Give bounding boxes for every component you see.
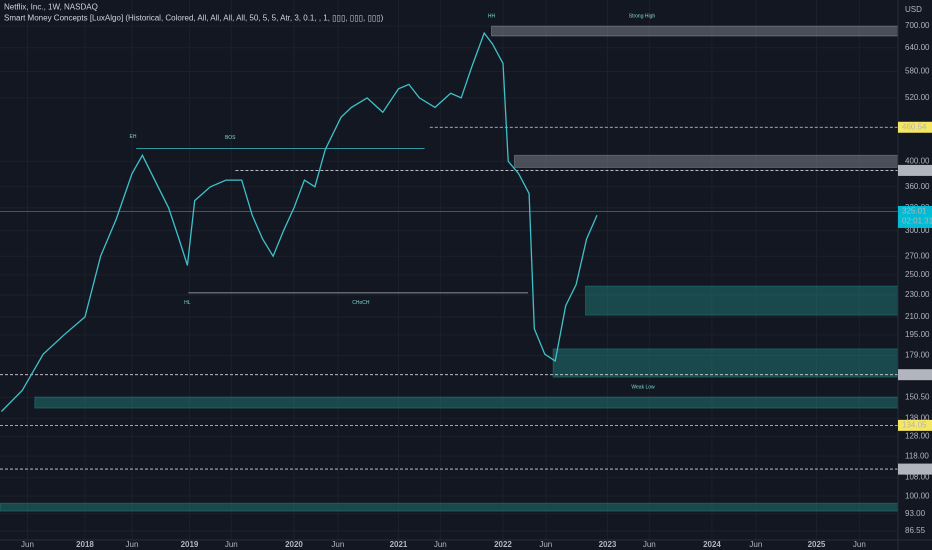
price-tag bbox=[898, 369, 932, 381]
annotation: BOS bbox=[225, 135, 236, 141]
x-tick-label: 2019 bbox=[181, 540, 199, 549]
x-tick-label: Jun bbox=[21, 540, 34, 549]
x-tick-label: 2018 bbox=[76, 540, 94, 549]
y-tick-label: 520.00 bbox=[905, 93, 930, 102]
x-tick-label: 2023 bbox=[599, 540, 617, 549]
y-tick-label: 108.00 bbox=[905, 473, 930, 482]
x-tick-label: Jun bbox=[126, 540, 139, 549]
x-tick-label: Jun bbox=[331, 540, 344, 549]
x-tick-label: 2022 bbox=[494, 540, 512, 549]
y-tick-label: 210.00 bbox=[905, 312, 930, 321]
y-tick-label: 195.00 bbox=[905, 330, 930, 339]
plot: EH BOS HL CHoCH HH Strong High Weak Low bbox=[0, 13, 899, 512]
annotation: CHoCH bbox=[352, 300, 370, 306]
y-tick-label: 400.00 bbox=[905, 156, 930, 165]
y-tick-label: 270.00 bbox=[905, 251, 930, 260]
y-tick-label: 150.50 bbox=[905, 393, 930, 402]
annotation: EH bbox=[130, 134, 137, 140]
indicator-label: Smart Money Concepts [LuxAlgo] (Historic… bbox=[4, 14, 384, 23]
price-tag-label: 134.05 bbox=[902, 420, 927, 429]
y-tick-label: 100.00 bbox=[905, 491, 930, 500]
y-tick-label: 86.55 bbox=[905, 526, 926, 535]
x-tick-label: 2025 bbox=[808, 540, 826, 549]
y-tick-label: 300.00 bbox=[905, 226, 930, 235]
x-tick-label: 2020 bbox=[285, 540, 303, 549]
zone bbox=[585, 285, 899, 316]
x-tick-label: Jun bbox=[749, 540, 762, 549]
price-tag-label: 385.19 bbox=[902, 166, 927, 175]
price-tag-label: 460.54 bbox=[902, 122, 927, 131]
x-tick-label: Jun bbox=[434, 540, 447, 549]
y-tick-label: 128.00 bbox=[905, 432, 930, 441]
zone bbox=[490, 25, 899, 37]
price-tag bbox=[898, 419, 932, 431]
y-tick-label: 640.00 bbox=[905, 43, 930, 52]
y-tick-label: 93.00 bbox=[905, 509, 926, 518]
x-tick-label: Jun bbox=[539, 540, 552, 549]
x-tick-label: 2021 bbox=[390, 540, 408, 549]
annotation: HH bbox=[488, 13, 496, 19]
zone bbox=[34, 396, 899, 409]
zone bbox=[552, 348, 899, 378]
annotation: Weak Low bbox=[631, 385, 655, 391]
x-tick-label: Jun bbox=[853, 540, 866, 549]
zone bbox=[513, 154, 899, 168]
price-tag bbox=[898, 164, 932, 176]
price-line bbox=[0, 31, 598, 412]
y-tick-label: 230.00 bbox=[905, 290, 930, 299]
zone bbox=[0, 502, 899, 512]
y-tick-label: 118.00 bbox=[905, 451, 929, 460]
symbol-title: Netflix, Inc., 1W, NASDAQ bbox=[4, 3, 98, 12]
annotation: HL bbox=[184, 300, 191, 306]
price-tag-label: 165.35 bbox=[902, 370, 927, 379]
x-tick-label: Jun bbox=[643, 540, 656, 549]
x-tick-label: 2024 bbox=[703, 540, 721, 549]
price-tag bbox=[898, 121, 932, 133]
price-tag bbox=[898, 205, 932, 228]
y-tick-label: 138.00 bbox=[905, 413, 930, 422]
y-tick-label: 250.00 bbox=[905, 270, 930, 279]
y-tick-label: 580.00 bbox=[905, 67, 930, 76]
currency: USD bbox=[905, 5, 922, 14]
annotation: Strong High bbox=[629, 13, 656, 19]
x-tick-label: Jun bbox=[225, 540, 238, 549]
countdown: 02:01:31 bbox=[902, 217, 932, 226]
price-tag-label: 325.01 bbox=[902, 207, 927, 216]
y-tick-label: 360.00 bbox=[905, 182, 930, 191]
price-tag bbox=[898, 463, 932, 475]
price-tag-label: 111.86 bbox=[902, 464, 926, 473]
y-tick-label: 179.00 bbox=[905, 351, 930, 360]
y-tick-label: 700.00 bbox=[905, 21, 930, 30]
